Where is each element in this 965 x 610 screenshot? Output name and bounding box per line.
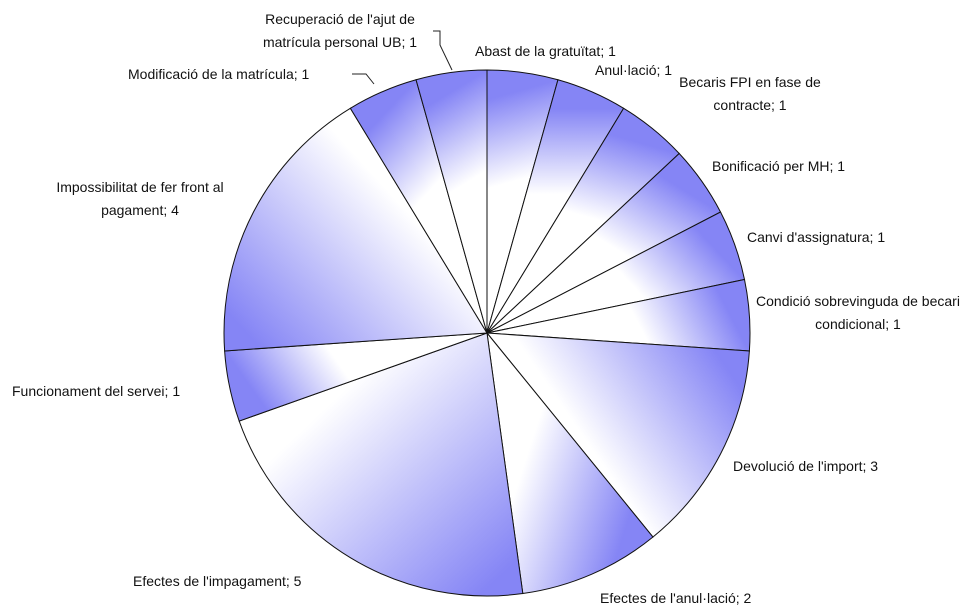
value-label: 1	[172, 383, 181, 399]
category-name: Efectes de l'anul·lació	[600, 590, 736, 606]
slice-label: Devolució de l'import; 3	[733, 455, 953, 478]
category-name: Efectes de l'impagament	[133, 573, 286, 589]
category-name: Recuperació de l'ajut de matrícula perso…	[262, 11, 415, 50]
category-name: Canvi d'assignatura	[747, 229, 870, 245]
separator: ;	[164, 383, 173, 399]
slice-label: Anul·lació; 1	[595, 59, 715, 82]
separator: ;	[656, 62, 665, 78]
value-label: 1	[877, 229, 886, 245]
value-label: 1	[837, 158, 846, 174]
slice-label: Canvi d'assignatura; 1	[747, 226, 957, 249]
separator: ;	[163, 202, 172, 218]
separator: ;	[885, 316, 894, 332]
value-label: 1	[409, 34, 418, 50]
pie-slice	[238, 332, 524, 597]
slice-label: Impossibilitat de fer front al pagament;…	[30, 176, 250, 222]
slice-label: Becaris FPI en fase de contracte; 1	[660, 71, 840, 117]
category-name: Bonificació per MH	[712, 158, 830, 174]
separator: ;	[285, 573, 294, 589]
slice-label: Modificació de la matrícula; 1	[128, 63, 368, 86]
value-label: 1	[301, 66, 310, 82]
pie-slice	[415, 69, 488, 334]
separator: ;	[829, 158, 838, 174]
value-label: 1	[664, 62, 673, 78]
separator: ;	[293, 66, 302, 82]
separator: ;	[771, 97, 779, 113]
value-label: 3	[870, 458, 879, 474]
value-label: 1	[778, 97, 787, 113]
pie-slice	[485, 332, 750, 538]
slice-label: Efectes de l'impagament; 5	[133, 570, 383, 593]
category-name: Becaris FPI en fase de contracte	[679, 74, 821, 113]
slice-label: Bonificació per MH; 1	[712, 155, 912, 178]
pie-slice	[486, 331, 654, 595]
separator: ;	[735, 590, 744, 606]
value-label: 1	[608, 43, 616, 59]
category-name: Anul·lació	[595, 62, 657, 78]
value-label: 4	[171, 202, 179, 218]
separator: ;	[862, 458, 871, 474]
category-name: Abast de la gratuïtat	[475, 43, 601, 59]
slice-label: Efectes de l'anul·lació; 2	[600, 587, 850, 610]
category-name: Condició sobrevinguda de becari condicio…	[756, 293, 960, 332]
separator: ;	[869, 229, 878, 245]
separator: ;	[600, 43, 609, 59]
slice-label: Condició sobrevinguda de becari condicio…	[753, 290, 963, 336]
leader-line	[433, 30, 453, 71]
category-name: Impossibilitat de fer front al pagament	[56, 179, 224, 218]
leader-line	[352, 73, 375, 85]
separator: ;	[401, 34, 410, 50]
category-name: Funcionament del servei	[12, 383, 165, 399]
category-name: Devolució de l'import	[733, 458, 863, 474]
slice-label: Funcionament del servei; 1	[12, 380, 252, 403]
slice-label: Abast de la gratuïtat; 1	[475, 40, 695, 63]
slice-label: Recuperació de l'ajut de matrícula perso…	[240, 8, 440, 54]
value-label: 1	[893, 316, 901, 332]
value-label: 2	[743, 590, 752, 606]
value-label: 5	[293, 573, 302, 589]
category-name: Modificació de la matrícula	[128, 66, 294, 82]
pie	[223, 69, 751, 597]
pie-slice	[223, 107, 488, 352]
